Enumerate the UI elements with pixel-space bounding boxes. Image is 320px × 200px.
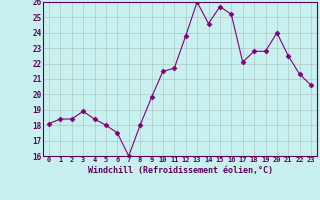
X-axis label: Windchill (Refroidissement éolien,°C): Windchill (Refroidissement éolien,°C) bbox=[87, 166, 273, 175]
